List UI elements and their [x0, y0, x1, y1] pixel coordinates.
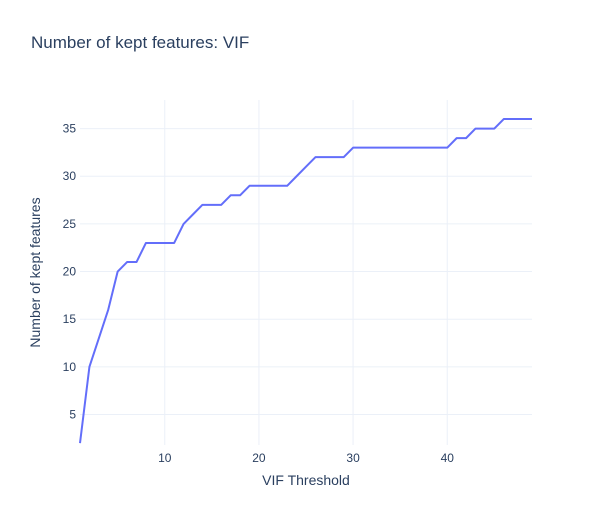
- y-tick-labels: 5 10 15 20 25 30 35: [63, 122, 77, 422]
- series-line: [79, 118, 532, 444]
- y-tick-label: 25: [63, 217, 77, 231]
- x-tick-label: 40: [441, 451, 455, 465]
- x-tick-label: 10: [158, 451, 172, 465]
- y-tick-label: 15: [63, 312, 77, 326]
- x-tick-labels: 10 20 30 40: [158, 451, 454, 465]
- x-tick-label: 30: [346, 451, 360, 465]
- y-tick-label: 10: [63, 360, 77, 374]
- y-axis-title: Number of kept features: [27, 197, 43, 347]
- y-tick-label: 30: [63, 169, 77, 183]
- chart-title: Number of kept features: VIF: [31, 33, 250, 52]
- x-tick-label: 20: [252, 451, 266, 465]
- y-tick-label: 20: [63, 265, 77, 279]
- x-axis-title: VIF Threshold: [262, 472, 350, 488]
- x-gridlines: [164, 100, 448, 445]
- y-tick-label: 5: [69, 408, 76, 422]
- y-tick-label: 35: [63, 122, 77, 136]
- y-gridlines: [80, 128, 532, 416]
